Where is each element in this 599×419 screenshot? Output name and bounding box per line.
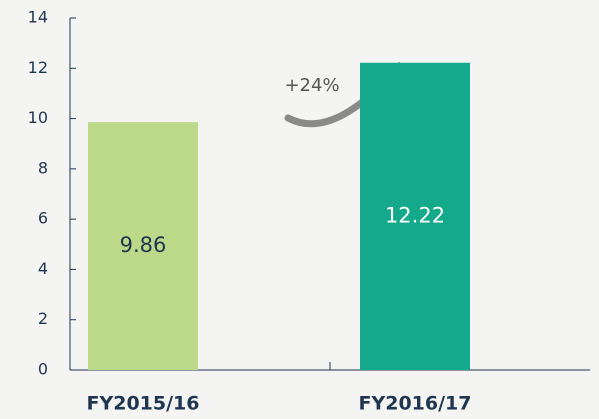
x-tick-label: FY2015/16	[87, 393, 200, 415]
annotation: +24%	[284, 75, 339, 96]
y-tick-label: 4	[38, 259, 48, 278]
bar	[88, 122, 198, 370]
bar	[360, 62, 470, 371]
y-tick-label: 6	[38, 209, 48, 228]
y-tick-label: 10	[28, 108, 48, 127]
y-tick-label: 8	[38, 158, 48, 177]
bar-value-label: 12.22	[385, 203, 445, 227]
x-tick-label: FY2016/17	[359, 393, 472, 415]
bar-value-label: 9.86	[120, 233, 167, 257]
y-tick-label: 12	[28, 58, 48, 77]
y-tick-label: 0	[38, 360, 48, 379]
y-tick-label: 14	[28, 8, 48, 27]
y-tick-label: 2	[38, 309, 48, 328]
